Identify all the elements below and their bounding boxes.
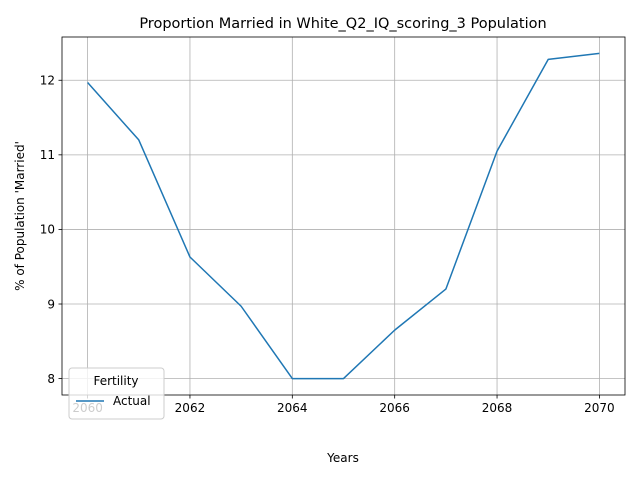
x-tick-label: 2062 [175,401,206,415]
y-ticks: 8 9 10 11 12 [40,74,62,386]
y-tick-label: 12 [40,74,55,88]
series-line-actual [87,52,600,380]
series-group [87,52,600,380]
grid [62,37,625,395]
chart-title: Proportion Married in White_Q2_IQ_scorin… [139,16,546,32]
y-tick-label: 10 [40,223,55,237]
legend-title: Fertility [93,374,138,388]
legend: Fertility Actual [68,367,165,420]
x-tick-label: 2064 [277,401,308,415]
plot-frame [61,36,626,396]
y-axis-label: % of Population 'Married' [13,141,27,291]
y-tick-label: 9 [47,297,55,311]
legend-label-actual: Actual [113,394,151,408]
x-tick-label: 2068 [482,401,513,415]
x-tick-label: 2066 [379,401,410,415]
x-tick-label: 2070 [584,401,615,415]
legend-box [68,367,165,420]
y-tick-label: 8 [47,372,55,386]
x-axis-label: Years [326,451,359,465]
y-tick-label: 11 [40,148,55,162]
